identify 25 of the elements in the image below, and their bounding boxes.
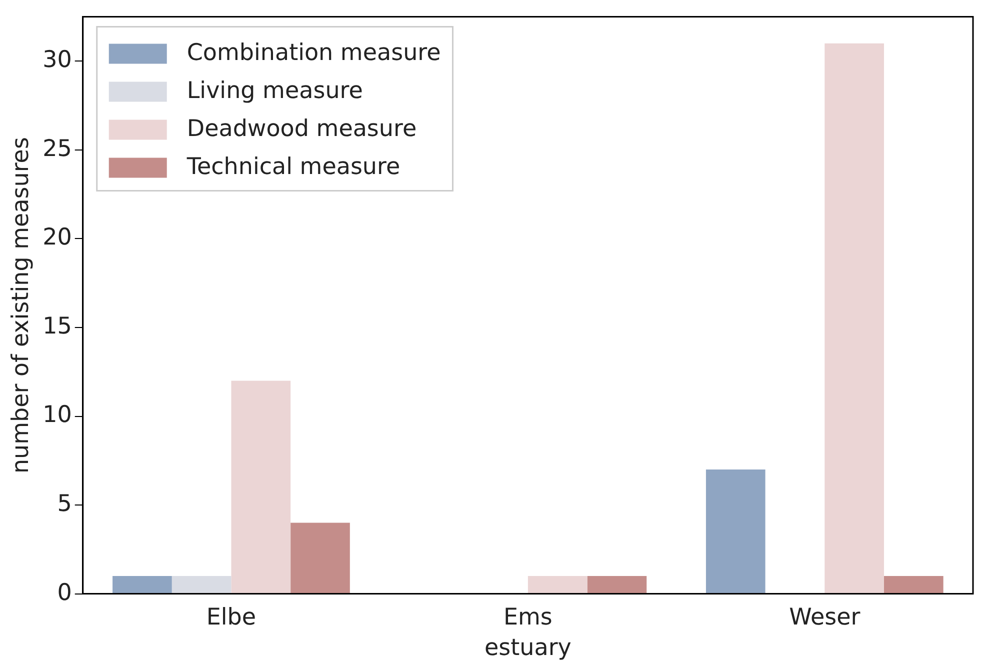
- x-tick-label: Elbe: [206, 604, 256, 631]
- x-axis-title: estuary: [484, 635, 572, 662]
- legend-label: Living measure: [186, 78, 363, 104]
- bar: [706, 470, 766, 594]
- bar: [587, 576, 647, 594]
- legend-label: Combination measure: [186, 40, 441, 66]
- bar: [824, 43, 884, 594]
- bar: [290, 522, 350, 594]
- y-tick-label: 0: [57, 580, 72, 606]
- x-tick-label: Ems: [503, 604, 552, 631]
- bar: [528, 576, 588, 594]
- y-tick-label: 5: [57, 491, 72, 517]
- y-axis-title: number of existing measures: [8, 137, 34, 474]
- y-tick-label: 10: [42, 402, 72, 428]
- legend-label: Deadwood measure: [186, 116, 417, 142]
- y-tick-label: 25: [42, 136, 72, 162]
- bar: [884, 576, 944, 594]
- legend-label: Technical measure: [186, 154, 400, 180]
- y-tick-label: 30: [42, 47, 72, 74]
- bar: [112, 576, 172, 594]
- bar: [172, 576, 232, 594]
- y-tick-label: 20: [42, 224, 72, 251]
- x-tick-label: Weser: [789, 604, 861, 631]
- bar: [231, 380, 291, 594]
- y-tick-label: 15: [42, 313, 72, 340]
